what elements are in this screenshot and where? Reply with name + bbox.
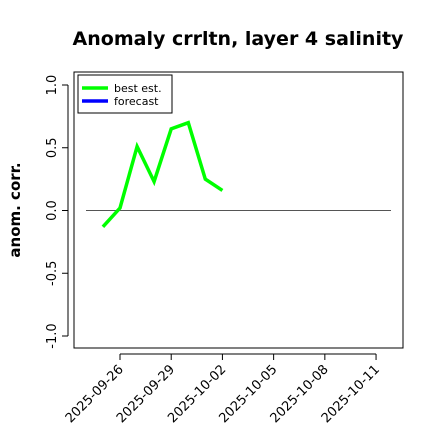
legend-label: forecast [114,95,159,108]
y-tick-label: -1.0 [45,323,60,348]
legend-box [77,74,173,114]
plot-frame [73,71,404,349]
y-axis: -1.0 -0.5 0.0 0.5 1.0 [45,75,69,349]
y-tick-label: 0.5 [45,137,60,158]
legend-label: best est. [114,82,162,95]
y-axis-label: anom. corr. [6,162,24,257]
y-tick-label: 0.0 [45,200,60,221]
y-tick-label: 1.0 [45,75,60,96]
series-group [101,120,224,228]
legend: best est.forecast [77,74,173,114]
series-line-best-est [101,120,224,228]
x-axis: 2025-09-262025-09-292025-10-022025-10-05… [63,353,383,426]
y-tick-label: -0.5 [45,261,60,286]
chart-title: Anomaly crrltn, layer 4 salinity [73,28,404,50]
